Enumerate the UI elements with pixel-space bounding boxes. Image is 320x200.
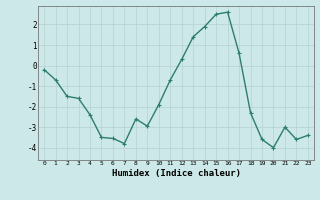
X-axis label: Humidex (Indice chaleur): Humidex (Indice chaleur): [111, 169, 241, 178]
